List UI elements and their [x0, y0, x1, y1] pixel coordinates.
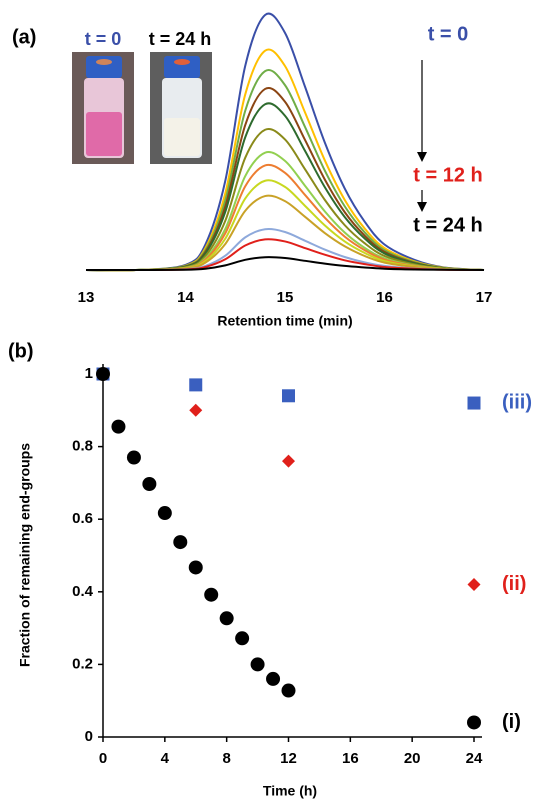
- panel-label: (a): [12, 26, 36, 48]
- point: [467, 396, 481, 410]
- annotation: t = 0: [428, 23, 469, 45]
- point: [235, 631, 250, 646]
- vial-photo: [72, 52, 134, 164]
- trace: [85, 194, 485, 272]
- y-tick-label: 0: [85, 728, 93, 745]
- point: [250, 657, 265, 672]
- point: [188, 560, 203, 575]
- x-axis-label: Retention time (min): [217, 313, 352, 329]
- x-tick-label: 0: [99, 750, 107, 767]
- x-tick-label: 20: [404, 750, 421, 767]
- y-axis-label: Fraction of remaining end-groups: [17, 443, 33, 667]
- x-tick-label: 16: [342, 750, 359, 767]
- point: [189, 378, 203, 392]
- point: [282, 454, 295, 468]
- point: [189, 403, 203, 417]
- trace: [85, 128, 485, 272]
- trace: [85, 12, 485, 272]
- vial-photo: [150, 52, 212, 164]
- x-tick-label: 16: [376, 289, 393, 306]
- x-axis-label: Time (h): [263, 783, 317, 799]
- annotation: t = 24 h: [149, 29, 212, 49]
- x-tick-label: 17: [476, 289, 493, 306]
- annotation: t = 24 h: [413, 214, 482, 236]
- arrows: [417, 60, 427, 212]
- x-tick-label: 14: [177, 289, 194, 306]
- annotation: t = 12 h: [413, 164, 482, 186]
- point: [173, 535, 188, 550]
- y-tick-label: 0.6: [72, 510, 93, 527]
- point: [467, 715, 481, 730]
- y-tick-label: 0.2: [72, 655, 93, 672]
- point: [157, 506, 172, 521]
- trace: [85, 102, 485, 272]
- x-tick-label: 13: [78, 289, 95, 306]
- x-tick-label: 4: [161, 750, 170, 767]
- series-label: (i): [502, 711, 521, 733]
- y-tick-label: 1: [85, 365, 93, 382]
- point: [282, 389, 295, 403]
- point: [204, 587, 219, 602]
- x-tick-label: 24: [466, 750, 483, 767]
- point: [467, 578, 481, 592]
- x-tick-label: 15: [277, 289, 294, 306]
- x-tick-label: 12: [280, 750, 297, 767]
- x-tick-label: 8: [222, 750, 230, 767]
- annotation: t = 0: [85, 29, 122, 49]
- y-tick-label: 0.8: [72, 438, 93, 455]
- point: [219, 611, 234, 626]
- series-label: (ii): [502, 573, 526, 595]
- point: [96, 367, 110, 381]
- series-label: (iii): [502, 391, 532, 413]
- y-tick-label: 0.4: [72, 583, 94, 600]
- trace: [85, 256, 485, 272]
- panel-label: (b): [8, 340, 34, 362]
- point: [281, 683, 296, 698]
- point: [126, 450, 141, 465]
- point: [266, 671, 281, 686]
- point: [142, 476, 157, 491]
- point: [111, 419, 126, 434]
